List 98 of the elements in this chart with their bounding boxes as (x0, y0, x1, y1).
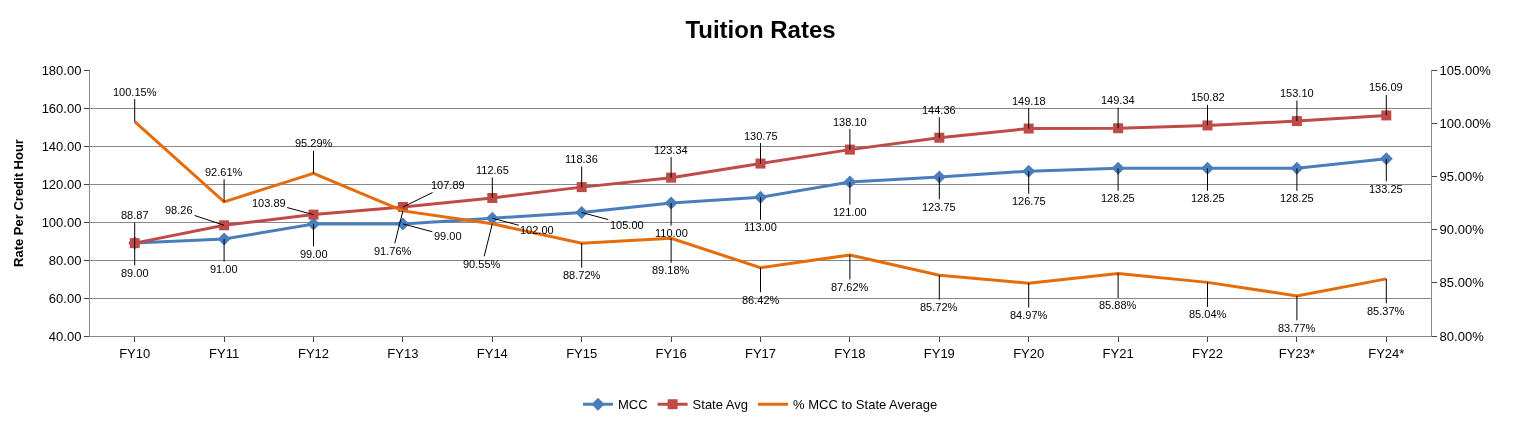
data-label: 144.36 (922, 104, 956, 116)
data-label: 128.25 (1101, 192, 1135, 204)
x-tick-label: FY15 (566, 345, 598, 361)
data-label: 133.25 (1369, 183, 1403, 195)
x-tick-label: FY24* (1368, 345, 1405, 361)
x-tick-label: FY16 (655, 345, 687, 361)
point (1291, 116, 1302, 127)
legend-label: State Avg (692, 397, 749, 413)
y2-tick-label: 105.00% (1439, 62, 1492, 78)
x-tick-label: FY20 (1013, 345, 1045, 361)
x-tick-label: FY10 (119, 345, 151, 361)
data-label: 123.75 (922, 201, 956, 213)
x-tick-label: FY12 (297, 345, 330, 361)
data-label: 85.88% (1099, 299, 1137, 311)
y-tick-label: 140.00 (41, 138, 82, 154)
data-label: 149.18 (1012, 95, 1046, 107)
y2-tick-label: 100.00% (1439, 115, 1492, 131)
data-label: 123.34 (654, 144, 688, 156)
data-label: 113.00 (744, 221, 777, 233)
data-label: 85.04% (1189, 308, 1227, 320)
data-label: 156.09 (1369, 81, 1403, 93)
data-label: 86.42% (742, 294, 780, 306)
point (1022, 164, 1036, 178)
data-label: 128.25 (1191, 192, 1225, 204)
y-axis-title: Rate Per Credit Hour (10, 139, 26, 267)
point (1379, 152, 1393, 166)
data-label: 126.75 (1012, 195, 1046, 207)
data-label: 89.18% (652, 264, 690, 276)
data-label: 110.00 (655, 227, 688, 239)
data-label: 138.10 (833, 116, 867, 128)
point (666, 172, 677, 183)
data-label: 85.72% (920, 301, 958, 313)
y-tick-label: 160.00 (41, 100, 82, 116)
x-tick-label: FY18 (834, 345, 866, 361)
y2-tick-label: 95.00% (1439, 168, 1485, 184)
data-label: 91.76% (374, 245, 412, 257)
y-tick-label: 40.00 (48, 328, 82, 344)
x-tick-label: FY22 (1191, 345, 1224, 361)
data-label: 85.37% (1367, 305, 1405, 317)
data-label: 88.72% (563, 269, 601, 281)
point (308, 209, 319, 220)
y-tick-label: 180.00 (41, 62, 82, 78)
data-label: 89.00 (121, 267, 149, 279)
point (844, 144, 855, 155)
chart-title: Tuition Rates (685, 16, 836, 44)
data-label: 87.62% (831, 281, 869, 293)
point (487, 192, 498, 203)
x-tick-label: FY21 (1102, 345, 1134, 361)
point (1113, 123, 1124, 134)
data-label: 103.89 (252, 197, 286, 209)
data-label: 107.89 (431, 179, 465, 191)
y2-tick-label: 85.00% (1439, 275, 1485, 291)
data-label: 98.26 (165, 204, 193, 216)
y2-tick-label: 80.00% (1439, 328, 1485, 344)
legend-label: MCC (618, 397, 648, 413)
x-tick-label: FY19 (923, 345, 955, 361)
point (1381, 110, 1392, 121)
point (1201, 161, 1214, 175)
data-label: 128.25 (1280, 192, 1314, 204)
data-label: 121.00 (833, 206, 867, 218)
data-label: 112.65 (476, 164, 509, 176)
point (755, 158, 766, 169)
y-tick-label: 60.00 (48, 290, 82, 306)
data-label: 91.00 (210, 263, 238, 275)
point (1202, 120, 1213, 131)
data-label: 153.10 (1280, 87, 1314, 99)
data-label: 150.82 (1191, 91, 1225, 103)
data-label: 95.29% (295, 137, 333, 149)
data-label: 84.97% (1010, 309, 1048, 321)
data-label: 99.00 (434, 230, 462, 242)
point (934, 132, 945, 143)
data-label: 99.00 (300, 248, 328, 260)
x-tick-label: FY14 (476, 345, 508, 361)
data-label: 83.77% (1278, 322, 1316, 334)
x-tick-label: FY13 (387, 345, 419, 361)
data-label: 90.55% (463, 258, 501, 270)
data-label: 118.36 (565, 153, 598, 165)
y-tick-label: 80.00 (48, 252, 82, 268)
x-tick-label: FY17 (744, 345, 777, 361)
legend-label: % MCC to State Average (793, 397, 938, 413)
point (754, 190, 767, 204)
y-tick-label: 100.00 (41, 214, 82, 230)
data-label: 149.34 (1101, 94, 1135, 106)
x-tick-label: FY23* (1278, 345, 1315, 361)
y-tick-label: 120.00 (41, 176, 82, 192)
point (576, 182, 587, 193)
y2-tick-label: 90.00% (1439, 222, 1485, 238)
data-label: 88.87 (121, 209, 149, 221)
point (1023, 123, 1034, 134)
data-label: 92.61% (205, 166, 243, 178)
point (219, 220, 230, 231)
point (575, 206, 589, 219)
data-label: 102.00 (520, 224, 554, 236)
x-tick-label: FY11 (209, 345, 240, 361)
point (932, 170, 946, 184)
data-label: 130.75 (744, 130, 778, 142)
data-label: 105.00 (610, 219, 644, 231)
data-label: 100.15% (113, 86, 157, 98)
